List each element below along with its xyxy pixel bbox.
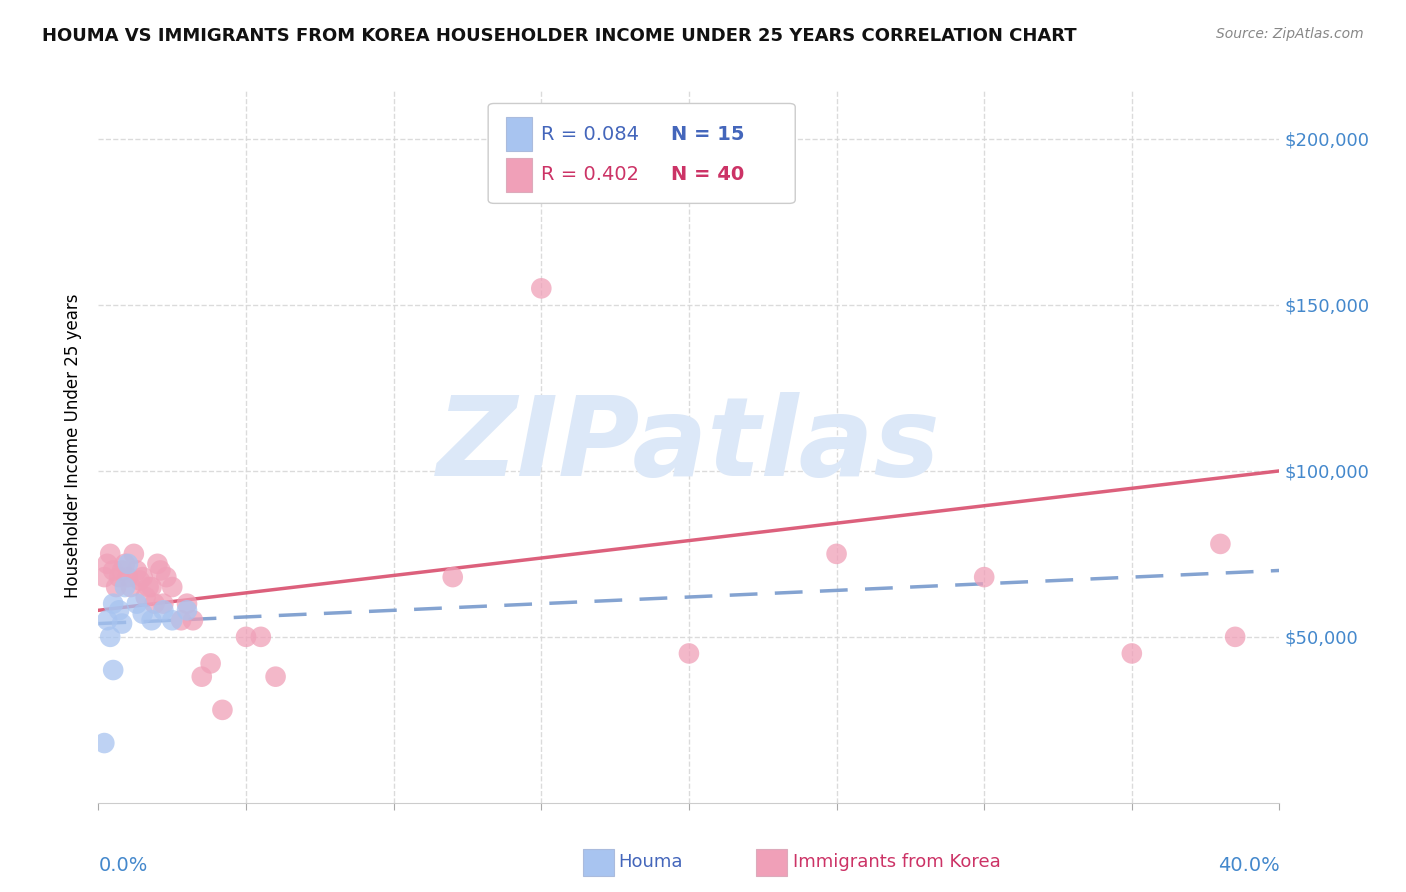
Text: R = 0.402: R = 0.402 (541, 165, 640, 185)
Point (155, 570, 177, 584)
Point (141, 580, 163, 594)
Point (181, 613, 204, 627)
Point (235, 630, 257, 644)
Point (1121, 647, 1143, 661)
Point (162, 580, 183, 594)
Point (111, 616, 134, 631)
Point (176, 603, 198, 617)
Point (105, 580, 128, 594)
Point (108, 570, 131, 584)
Point (200, 657, 222, 671)
Point (117, 570, 139, 584)
Text: Source: ZipAtlas.com: Source: ZipAtlas.com (1216, 27, 1364, 41)
Point (93, 570, 115, 584)
Text: Immigrants from Korea: Immigrants from Korea (793, 853, 1001, 871)
Point (264, 670, 287, 684)
Point (132, 607, 155, 621)
Text: N = 40: N = 40 (671, 165, 744, 185)
Point (138, 580, 160, 594)
Point (98, 547, 121, 561)
Point (128, 574, 150, 588)
Point (1209, 537, 1232, 551)
Point (125, 564, 148, 578)
Point (191, 670, 214, 684)
Point (120, 580, 142, 594)
Text: HOUMA VS IMMIGRANTS FROM KOREA HOUSEHOLDER INCOME UNDER 25 YEARS CORRELATION CHA: HOUMA VS IMMIGRANTS FROM KOREA HOUSEHOLD… (42, 27, 1077, 45)
Point (117, 557, 139, 571)
Point (162, 613, 183, 627)
FancyBboxPatch shape (506, 158, 531, 192)
Point (141, 613, 163, 627)
Point (152, 603, 174, 617)
Point (135, 590, 157, 604)
Point (96, 613, 118, 627)
Point (108, 603, 131, 617)
Point (176, 597, 198, 611)
FancyBboxPatch shape (506, 117, 531, 152)
Point (146, 557, 169, 571)
Point (103, 597, 125, 611)
Point (973, 570, 995, 584)
Point (93, 736, 115, 750)
Point (143, 597, 166, 611)
Point (132, 570, 155, 584)
Point (170, 613, 193, 627)
Y-axis label: Householder Income Under 25 years: Householder Income Under 25 years (63, 293, 82, 599)
Point (98, 630, 121, 644)
Point (114, 557, 136, 571)
Point (122, 547, 145, 561)
Text: R = 0.084: R = 0.084 (541, 125, 640, 144)
Point (1223, 630, 1246, 644)
Point (103, 564, 125, 578)
Point (211, 703, 233, 717)
Point (250, 630, 273, 644)
Point (530, 281, 553, 295)
Point (441, 570, 464, 584)
Text: Houma: Houma (619, 853, 683, 871)
Point (678, 647, 700, 661)
Point (114, 580, 136, 594)
Point (152, 597, 174, 611)
Text: 40.0%: 40.0% (1218, 856, 1279, 875)
Point (149, 564, 172, 578)
Point (125, 597, 148, 611)
Point (103, 663, 125, 677)
Text: ZIPatlas: ZIPatlas (437, 392, 941, 500)
Point (825, 547, 848, 561)
Point (96, 557, 118, 571)
Text: 0.0%: 0.0% (98, 856, 148, 875)
Point (111, 564, 134, 578)
FancyBboxPatch shape (488, 103, 796, 203)
Text: N = 15: N = 15 (671, 125, 745, 144)
